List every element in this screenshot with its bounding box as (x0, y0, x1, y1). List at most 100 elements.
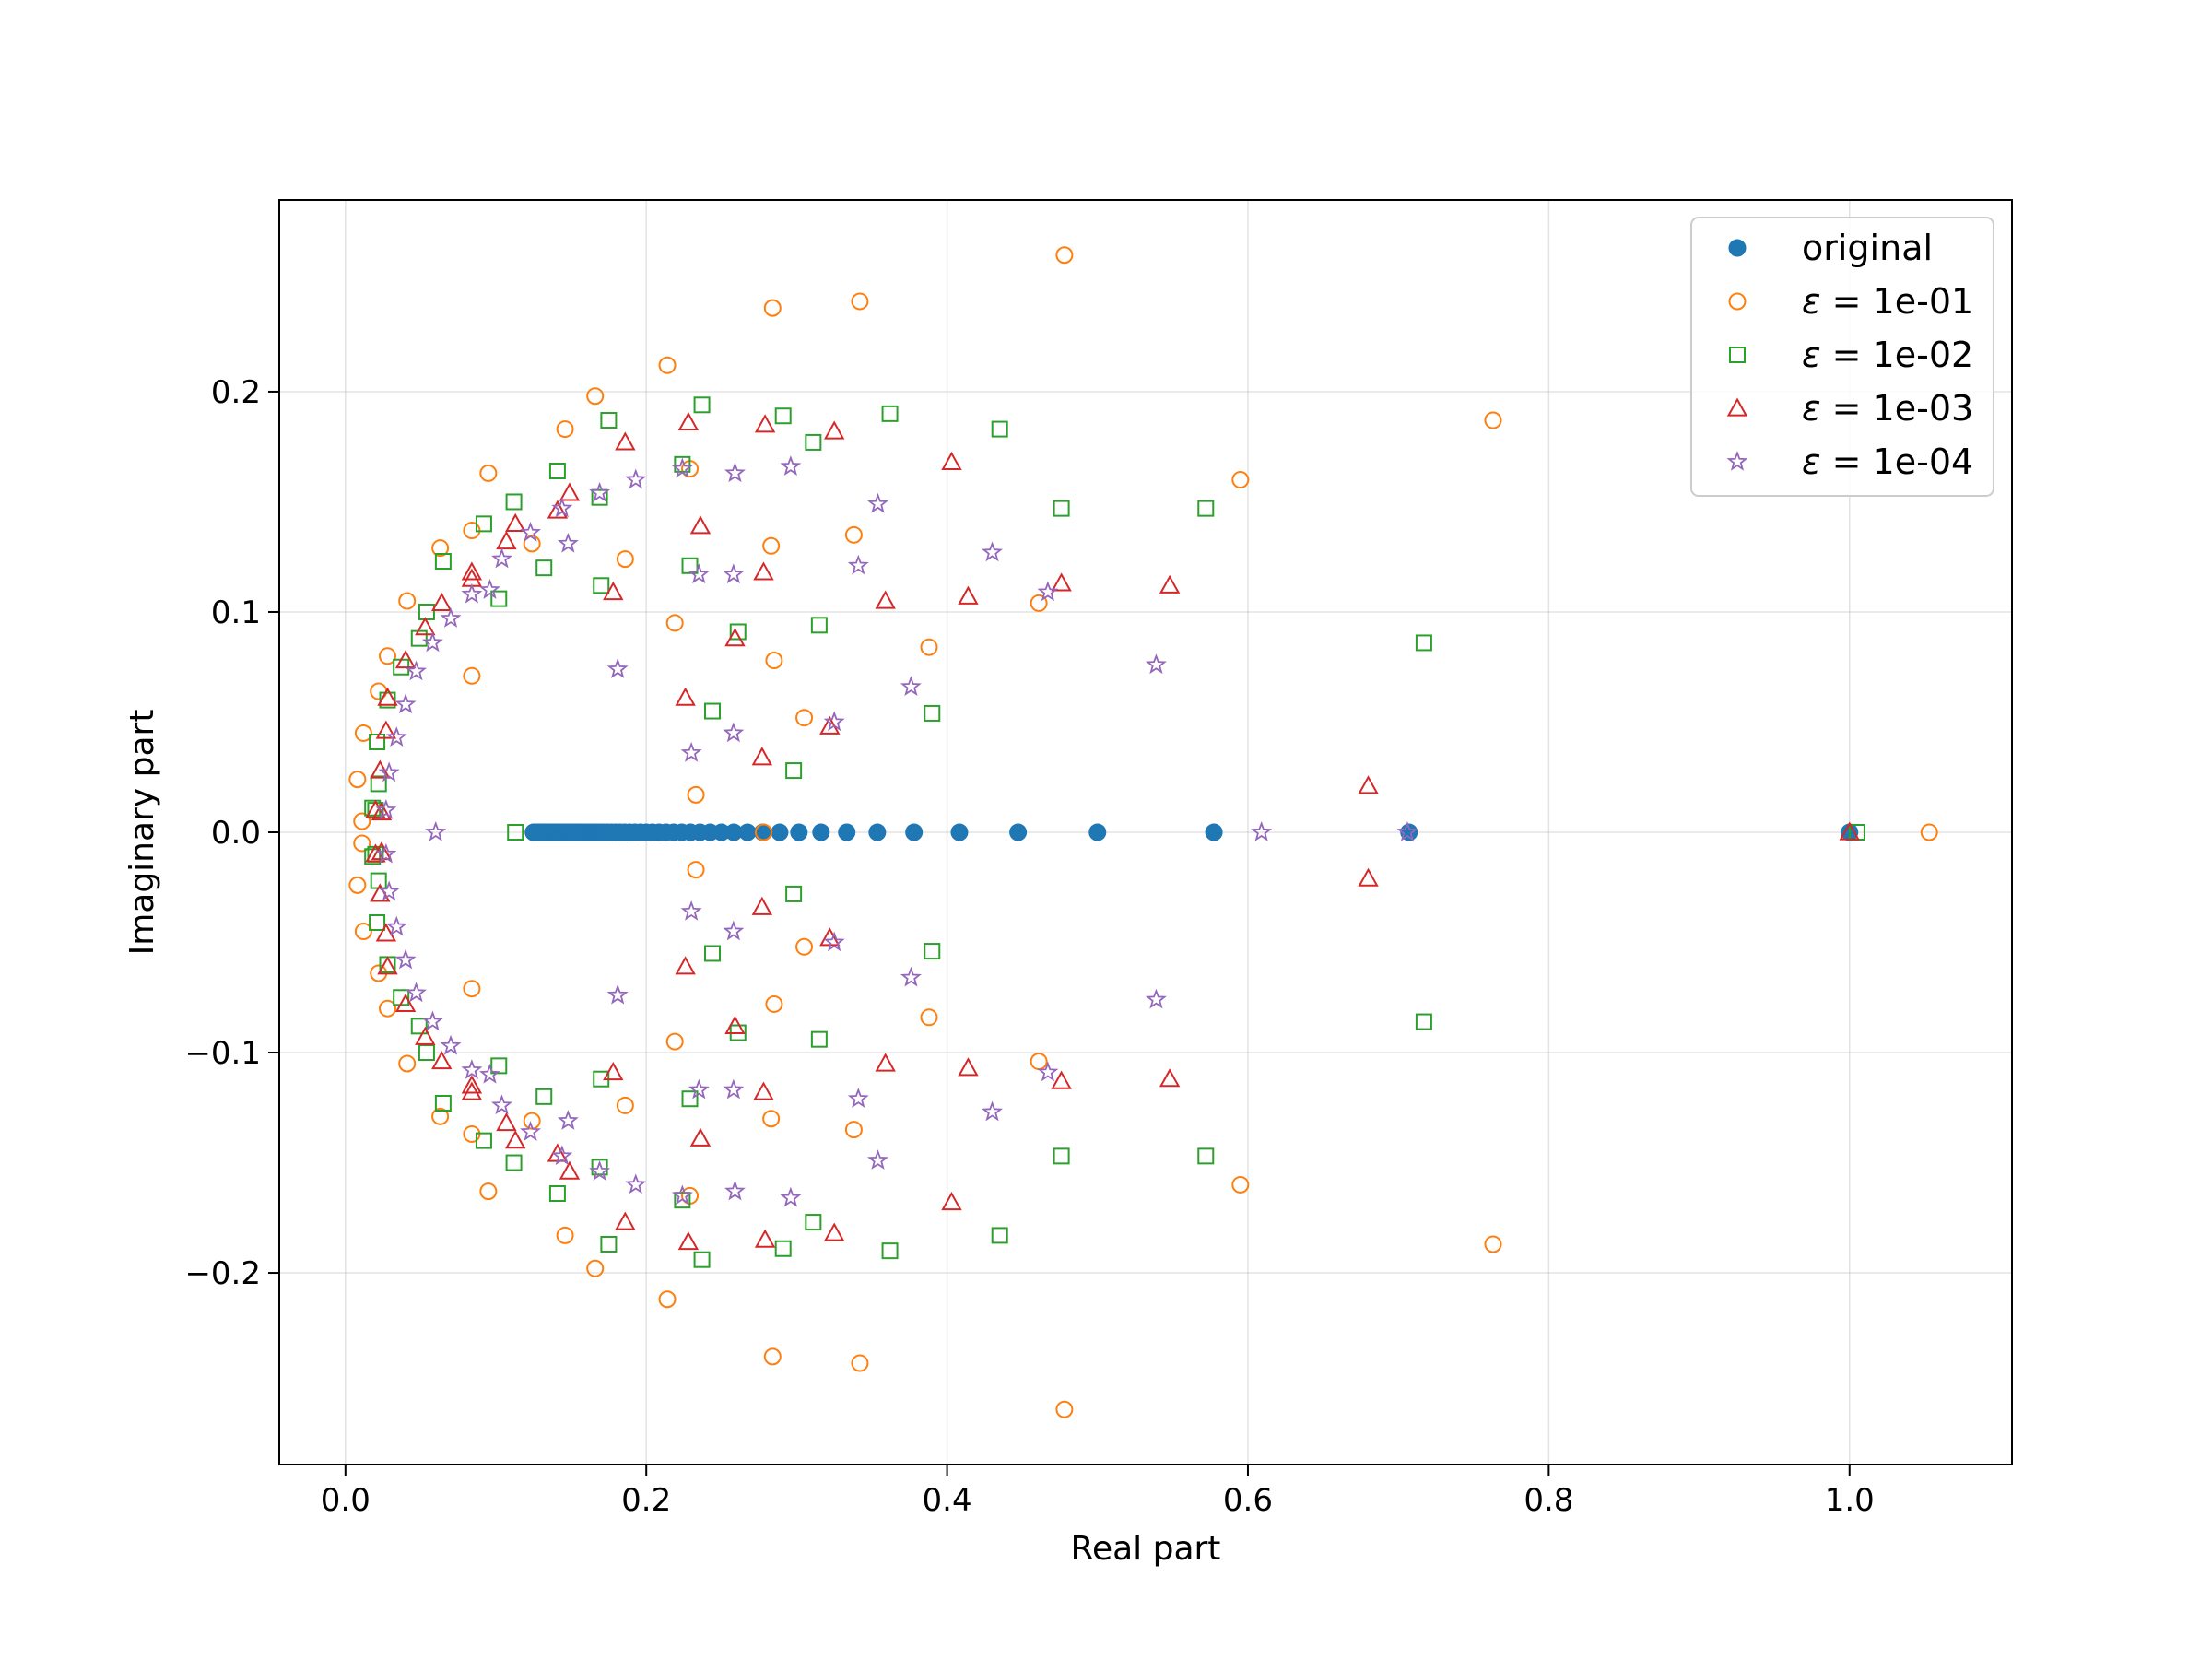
data-point (680, 900, 702, 921)
data-point (1920, 823, 1938, 841)
data-point (463, 980, 481, 998)
data-point (1415, 634, 1432, 652)
data-point (1037, 1061, 1059, 1082)
data-point (780, 1186, 802, 1207)
data-point (616, 550, 634, 569)
legend-value: 1e-01 (1873, 281, 1974, 322)
data-point (523, 535, 541, 553)
data-point (1159, 574, 1181, 594)
data-point (941, 451, 962, 471)
data-point (354, 724, 372, 742)
legend-marker (1726, 397, 1748, 417)
data-point (754, 823, 772, 841)
data-point (496, 1112, 517, 1132)
data-point (606, 983, 629, 1005)
legend-symbol: ε = (1802, 335, 1873, 375)
data-point (823, 1222, 845, 1241)
data-point (689, 1127, 712, 1147)
y-tick-label: 0.1 (211, 594, 261, 631)
data-point (600, 412, 618, 429)
series-3-points (365, 411, 1860, 1251)
series-1-points (348, 246, 1938, 1418)
data-point (823, 711, 845, 732)
data-point (724, 1015, 746, 1034)
data-point (505, 1130, 526, 1149)
y-axis-label: Imaginary part (124, 710, 161, 956)
data-point (354, 923, 372, 941)
data-point (723, 722, 745, 743)
data-point (1055, 1400, 1074, 1418)
data-point (751, 747, 773, 766)
data-point (379, 691, 396, 709)
data-point (461, 1075, 483, 1094)
data-point (795, 937, 814, 956)
legend-entry-label: ε = 1e-02 (1802, 335, 1973, 375)
data-point (763, 1347, 782, 1366)
data-point (479, 1182, 498, 1201)
data-point (370, 775, 387, 793)
data-point (377, 956, 398, 975)
data-point (377, 687, 398, 706)
data-point (844, 1121, 863, 1139)
data-point (371, 801, 393, 821)
legend-entry-label: ε = 1e-01 (1802, 281, 1973, 322)
data-point (591, 488, 608, 506)
data-point (905, 823, 924, 841)
data-point (838, 823, 856, 841)
data-point (548, 463, 566, 479)
data-point (724, 1180, 746, 1201)
data-point (875, 1053, 896, 1072)
data-point (490, 1057, 508, 1075)
data-point (724, 462, 746, 483)
data-point (431, 592, 453, 612)
data-point (920, 1008, 938, 1027)
legend-entry-label: ε = 1e-03 (1802, 388, 1973, 429)
data-point (557, 532, 579, 553)
data-point (589, 1160, 611, 1181)
data-point (520, 521, 542, 542)
data-point (505, 512, 526, 532)
data-point (479, 1063, 500, 1084)
data-point (805, 1214, 822, 1231)
data-point (790, 823, 808, 841)
data-point (551, 1145, 573, 1166)
data-point (398, 1054, 417, 1073)
data-point (1197, 1147, 1215, 1165)
data-point (689, 515, 712, 535)
data-point (851, 292, 869, 311)
data-point (723, 563, 745, 584)
data-point (681, 1090, 699, 1108)
data-point (881, 405, 899, 422)
data-point (410, 1018, 428, 1035)
data-point (1231, 1175, 1250, 1194)
data-point (559, 1160, 581, 1180)
data-point (1053, 1147, 1070, 1165)
x-tick-label: 1.0 (1825, 1482, 1875, 1519)
data-point (505, 493, 523, 511)
data-point (1839, 821, 1860, 841)
data-point (1415, 1013, 1432, 1030)
data-point (1251, 820, 1273, 841)
data-point (1205, 823, 1223, 841)
data-point (1484, 411, 1502, 429)
y-tick-label: 0.2 (211, 374, 261, 411)
data-point (958, 1057, 979, 1077)
data-point (461, 582, 483, 604)
data-point (765, 652, 783, 670)
x-tick-label: 0.2 (621, 1482, 671, 1519)
data-point (370, 883, 391, 902)
data-point (812, 823, 830, 841)
data-point (753, 1081, 774, 1100)
data-point (434, 1095, 452, 1112)
data-point (900, 966, 922, 987)
data-point (440, 607, 462, 628)
data-point (658, 356, 677, 374)
data-point (810, 1030, 828, 1048)
data-point (431, 539, 450, 558)
data-point (754, 1229, 776, 1248)
data-point (535, 559, 553, 577)
data-point (677, 1231, 700, 1251)
data-point (434, 553, 452, 570)
data-point (385, 726, 407, 747)
